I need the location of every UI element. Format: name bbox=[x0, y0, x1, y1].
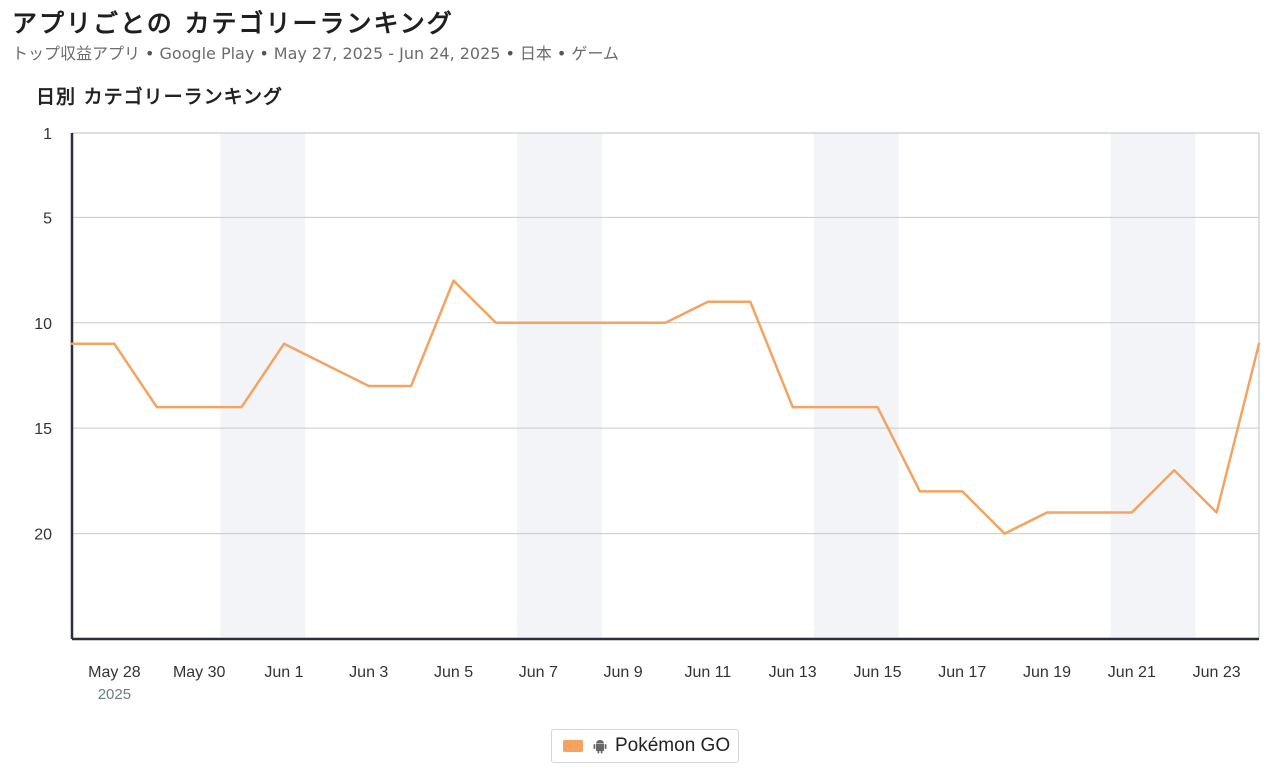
weekend-band bbox=[813, 133, 899, 639]
page-subtitle: トップ収益アプリ • Google Play • May 27, 2025 - Jun … bbox=[12, 40, 619, 64]
subtitle-chart-type: トップ収益アプリ bbox=[12, 44, 141, 63]
y-tick-label: 20 bbox=[34, 527, 52, 544]
legend-item-pokemon-go[interactable]: Pokémon GO bbox=[551, 729, 739, 763]
x-tick-label: Jun 17 bbox=[938, 664, 986, 681]
subtitle-separator: • bbox=[505, 44, 515, 63]
subtitle-separator: • bbox=[556, 44, 567, 63]
x-tick-label: Jun 7 bbox=[519, 664, 558, 681]
x-tick-label: Jun 15 bbox=[853, 664, 901, 681]
x-tick-label: Jun 11 bbox=[684, 664, 731, 681]
subtitle-separator: • bbox=[145, 44, 155, 63]
subtitle-category: ゲーム bbox=[571, 44, 619, 63]
y-tick-label: 5 bbox=[43, 210, 52, 227]
weekend-band bbox=[220, 133, 306, 639]
x-tick-label: Jun 1 bbox=[264, 664, 303, 681]
x-tick-label: Jun 23 bbox=[1193, 664, 1241, 681]
x-tick-label: Jun 19 bbox=[1023, 664, 1071, 681]
x-year-label: 2025 bbox=[98, 686, 131, 703]
legend-swatch bbox=[563, 740, 583, 752]
subtitle-store: Google Play bbox=[159, 44, 255, 63]
x-tick-label: Jun 21 bbox=[1108, 664, 1156, 681]
chart-heading: 日別 カテゴリーランキング bbox=[36, 86, 284, 108]
x-tick-label: May 28 bbox=[88, 664, 141, 681]
subtitle-date-range: May 27, 2025 - Jun 24, 2025 bbox=[273, 44, 501, 63]
subtitle-separator: • bbox=[259, 44, 269, 63]
subtitle-country: 日本 bbox=[519, 44, 552, 63]
legend-label: Pokémon GO bbox=[615, 735, 731, 756]
x-tick-label: Jun 13 bbox=[769, 664, 817, 681]
weekend-band bbox=[517, 133, 602, 639]
x-tick-label: May 30 bbox=[173, 664, 226, 681]
android-icon bbox=[593, 740, 607, 754]
y-tick-label: 1 bbox=[43, 126, 52, 143]
x-tick-label: Jun 3 bbox=[349, 664, 388, 681]
page-title: アプリごとの カテゴリーランキング bbox=[12, 9, 454, 38]
weekend-band bbox=[1110, 133, 1196, 639]
x-tick-label: Jun 9 bbox=[604, 664, 643, 681]
series-line-pokemon-go bbox=[70, 279, 1261, 535]
x-tick-label: Jun 5 bbox=[434, 664, 473, 681]
y-tick-label: 15 bbox=[34, 421, 52, 438]
y-tick-label: 10 bbox=[34, 316, 52, 333]
